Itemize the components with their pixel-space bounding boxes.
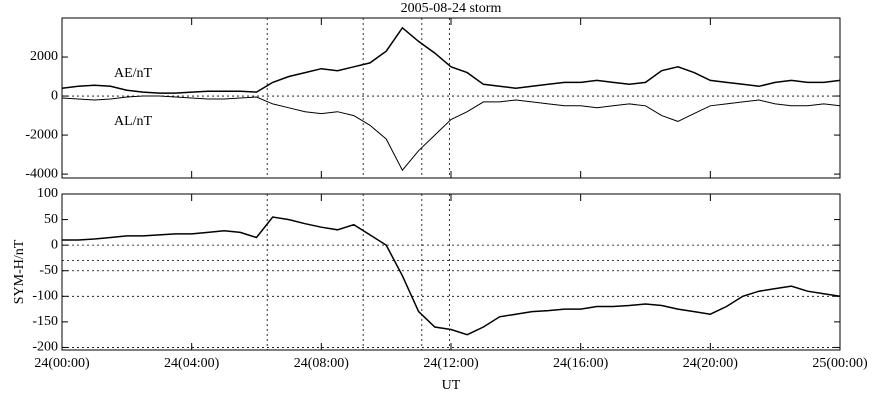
plot-frame (61, 193, 841, 351)
y-tick-label: -150 (32, 314, 58, 329)
x-tick-label: 25(00:00) (812, 356, 868, 371)
y-tick-label: 0 (51, 88, 58, 103)
x-tick-label: 24(12:00) (423, 356, 479, 371)
x-tick-label: 24(08:00) (294, 356, 350, 371)
chart-title: 2005-08-24 storm (401, 1, 502, 16)
series-line (61, 26, 841, 94)
series-label: AL/nT (114, 114, 153, 129)
y-tick-label: -200 (32, 340, 58, 355)
x-tick-label: 24(20:00) (683, 356, 739, 371)
y-tick-label: 50 (44, 212, 58, 227)
x-tick-label: 24(04:00) (164, 356, 220, 371)
y-tick-label: 100 (37, 186, 58, 201)
y-axis-label: SYM-H/nT (12, 239, 27, 304)
x-axis-label: UT (442, 378, 461, 393)
y-tick-label: -4000 (25, 166, 58, 181)
y-tick-label: -100 (32, 289, 58, 304)
y-tick-label: -50 (39, 263, 58, 278)
x-tick-label: 24(16:00) (553, 356, 609, 371)
y-tick-label: -2000 (25, 127, 58, 142)
series-line (61, 95, 841, 172)
y-tick-label: 0 (51, 237, 58, 252)
series-label: AE/nT (114, 66, 153, 81)
y-tick-label: 2000 (30, 49, 58, 64)
plot-frame (61, 17, 841, 179)
x-tick-label: 24(00:00) (34, 356, 90, 371)
series-line (62, 216, 841, 336)
